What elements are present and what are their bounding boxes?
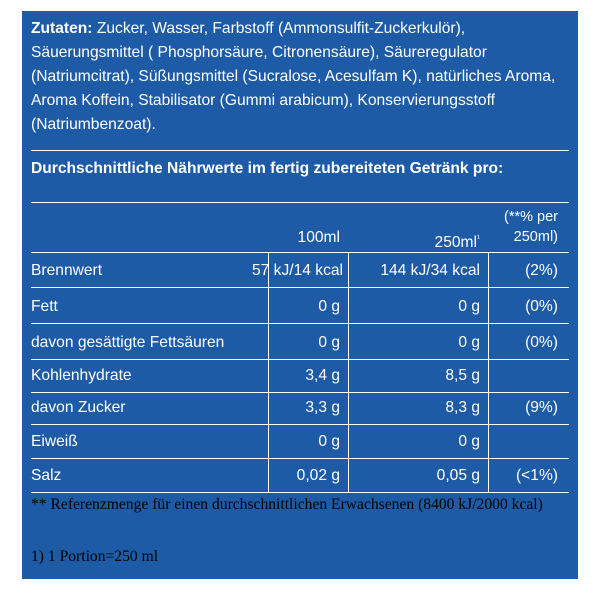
- value-per-250ml: 0 g: [458, 334, 480, 351]
- value-per-100ml: 57 kJ/14 kcal: [252, 262, 344, 279]
- value-per-250ml: 8,5 g: [445, 367, 480, 384]
- value-per-250ml: 0 g: [458, 298, 480, 315]
- value-percent: (0%): [525, 334, 558, 351]
- row-divider: [31, 392, 569, 393]
- value-per-100ml: 0 g: [318, 334, 340, 351]
- column-header-percent: (**% per 250ml): [504, 209, 558, 245]
- value-per-100ml: 3,3 g: [305, 399, 340, 416]
- row-divider: [31, 252, 569, 253]
- row-label: Salz: [31, 467, 62, 484]
- row-label: davon gesättigte Fettsäuren: [31, 334, 225, 351]
- value-per-250ml: 0,05 g: [436, 467, 480, 484]
- portion-note: 1) 1 Portion=250 ml: [31, 548, 159, 565]
- ingredients-text: Zutaten: Zucker, Wasser, Farbstoff (Ammo…: [31, 17, 571, 137]
- value-per-100ml: 3,4 g: [305, 367, 340, 384]
- value-per-250ml: 8,3 g: [445, 399, 480, 416]
- row-divider: [31, 492, 569, 493]
- value-per-100ml: 0 g: [318, 433, 340, 450]
- table-top-line: [31, 202, 569, 203]
- value-percent: (9%): [525, 399, 558, 416]
- value-percent: (2%): [525, 262, 558, 279]
- column-header-100ml: 100ml: [297, 229, 340, 246]
- row-label: Fett: [31, 298, 58, 315]
- value-per-250ml: 144 kJ/34 kcal: [380, 262, 480, 279]
- ingredients-label: Zutaten:: [31, 20, 93, 37]
- nutrition-title: Durchschnittliche Nährwerte im fertig zu…: [31, 160, 504, 177]
- column-separator: [488, 252, 489, 492]
- portion-marker: ¹: [477, 233, 480, 243]
- row-divider: [31, 287, 569, 288]
- nutrition-label-panel: Zutaten: Zucker, Wasser, Farbstoff (Ammo…: [22, 11, 578, 579]
- value-per-100ml: 0 g: [318, 298, 340, 315]
- row-divider: [31, 424, 569, 425]
- row-label: Eiweiß: [31, 433, 78, 450]
- value-per-250ml: 0 g: [458, 433, 480, 450]
- row-label: davon Zucker: [31, 399, 126, 416]
- ingredients-list: Zucker, Wasser, Farbstoff (Ammonsulfit-Z…: [31, 20, 556, 133]
- column-header-250ml-label: 250ml: [434, 234, 477, 252]
- value-percent: (0%): [525, 298, 558, 315]
- reference-footnote: ** Referenzmenge für einen durchschnittl…: [31, 496, 543, 513]
- row-label: Brennwert: [31, 262, 103, 279]
- column-separator: [268, 252, 269, 492]
- row-label: Kohlenhydrate: [31, 367, 132, 384]
- divider-line: [31, 150, 569, 151]
- row-divider: [31, 458, 569, 459]
- row-divider: [31, 359, 569, 360]
- value-percent: (<1%): [515, 467, 558, 484]
- column-separator: [348, 252, 349, 492]
- row-divider: [31, 323, 569, 324]
- column-header-250ml: 250ml¹: [380, 228, 480, 253]
- value-per-100ml: 0,02 g: [296, 467, 340, 484]
